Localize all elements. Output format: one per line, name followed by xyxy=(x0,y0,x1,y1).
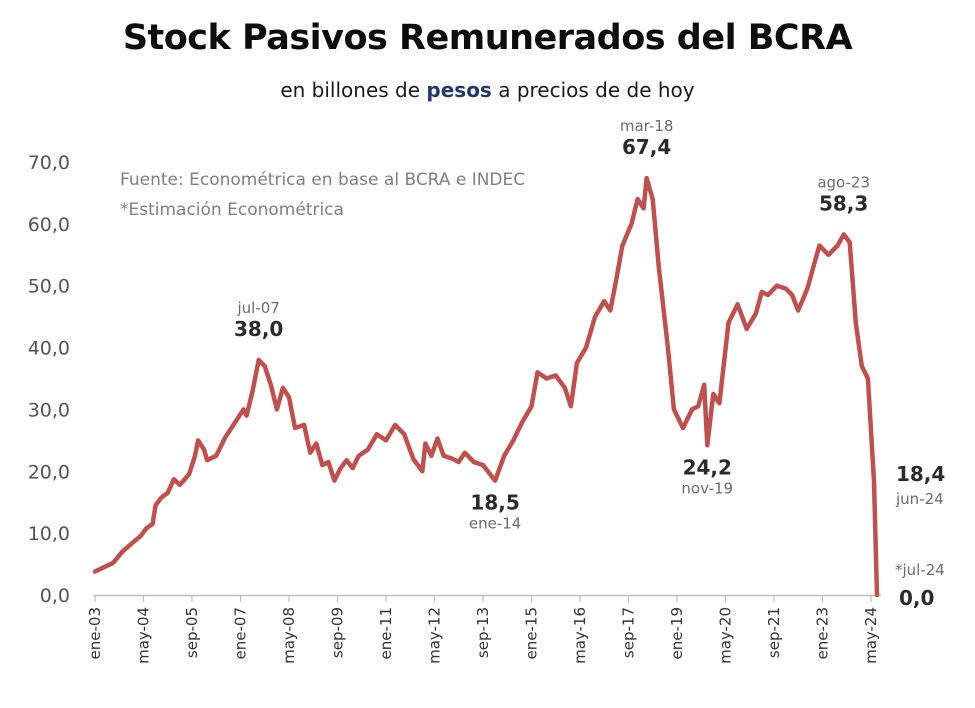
x-tick-label: may-24 xyxy=(862,607,880,664)
annotation-value: 0,0 xyxy=(899,586,934,610)
x-tick-label: sep-17 xyxy=(619,607,637,658)
x-tick-label: ene-11 xyxy=(377,607,395,659)
y-tick-label: 40,0 xyxy=(28,338,70,360)
x-tick-label: may-08 xyxy=(280,607,298,664)
x-tick-label: sep-09 xyxy=(328,607,346,658)
x-tick-label: sep-05 xyxy=(183,607,201,658)
annotation-date: nov-19 xyxy=(681,479,733,497)
x-tick-label: sep-13 xyxy=(474,607,492,658)
annotation-value: 24,2 xyxy=(683,455,732,479)
annotation-date: jun-24 xyxy=(895,490,944,508)
annotation-value: 67,4 xyxy=(622,135,671,159)
x-tick-label: may-16 xyxy=(571,607,589,664)
annotation-value: 18,4 xyxy=(896,462,945,486)
y-tick-label: 30,0 xyxy=(28,399,70,421)
y-tick-label: 0,0 xyxy=(40,585,70,607)
x-tick-label: may-20 xyxy=(716,607,734,664)
series-group xyxy=(92,175,880,598)
annotation-date: *jul-24 xyxy=(895,561,945,579)
x-axis: ene-03 may-04 sep-05 ene-07 may-08 sep-09 ene-… xyxy=(86,594,881,664)
annotation-date: ene-14 xyxy=(469,515,521,533)
subtitle-text-post: a precios de de hoy xyxy=(491,78,695,102)
annotation-date: ago-23 xyxy=(817,173,870,191)
subtitle-text-pre: en billones de xyxy=(280,78,427,102)
chart-subtitle: en billones de pesos a precios de de hoy xyxy=(0,78,975,102)
y-tick-label: 50,0 xyxy=(28,276,70,298)
y-tick-label: 10,0 xyxy=(28,523,70,545)
x-tick-label: sep-21 xyxy=(765,607,783,658)
x-tick-label: may-12 xyxy=(425,607,443,664)
x-tick-label: ene-03 xyxy=(86,607,104,659)
x-tick-label: ene-23 xyxy=(813,607,831,659)
annotation-value: 18,5 xyxy=(470,491,519,515)
x-tick-label: ene-15 xyxy=(522,607,540,659)
annotation-date: mar-18 xyxy=(620,117,674,135)
annotation-date: jul-07 xyxy=(237,299,280,317)
y-tick-label: 20,0 xyxy=(28,461,70,483)
series-line xyxy=(92,175,880,598)
source-note: Fuente: Econométrica en base al BCRA e I… xyxy=(120,170,525,190)
y-tick-label: 70,0 xyxy=(28,152,70,174)
y-tick-label: 60,0 xyxy=(28,214,70,236)
annotation-value: 58,3 xyxy=(819,191,868,215)
chart-title: Stock Pasivos Remunerados del BCRA xyxy=(122,18,853,58)
y-axis: 0,0 10,0 20,0 30,0 40,0 50,0 60,0 70,0 xyxy=(28,152,70,607)
annotation-value: 38,0 xyxy=(234,317,283,341)
estimate-note: *Estimación Econométrica xyxy=(120,200,344,220)
x-tick-label: may-04 xyxy=(134,607,152,664)
x-tick-label: ene-07 xyxy=(231,607,249,659)
x-tick-label: ene-19 xyxy=(668,607,686,659)
subtitle-highlight: pesos xyxy=(426,78,492,102)
